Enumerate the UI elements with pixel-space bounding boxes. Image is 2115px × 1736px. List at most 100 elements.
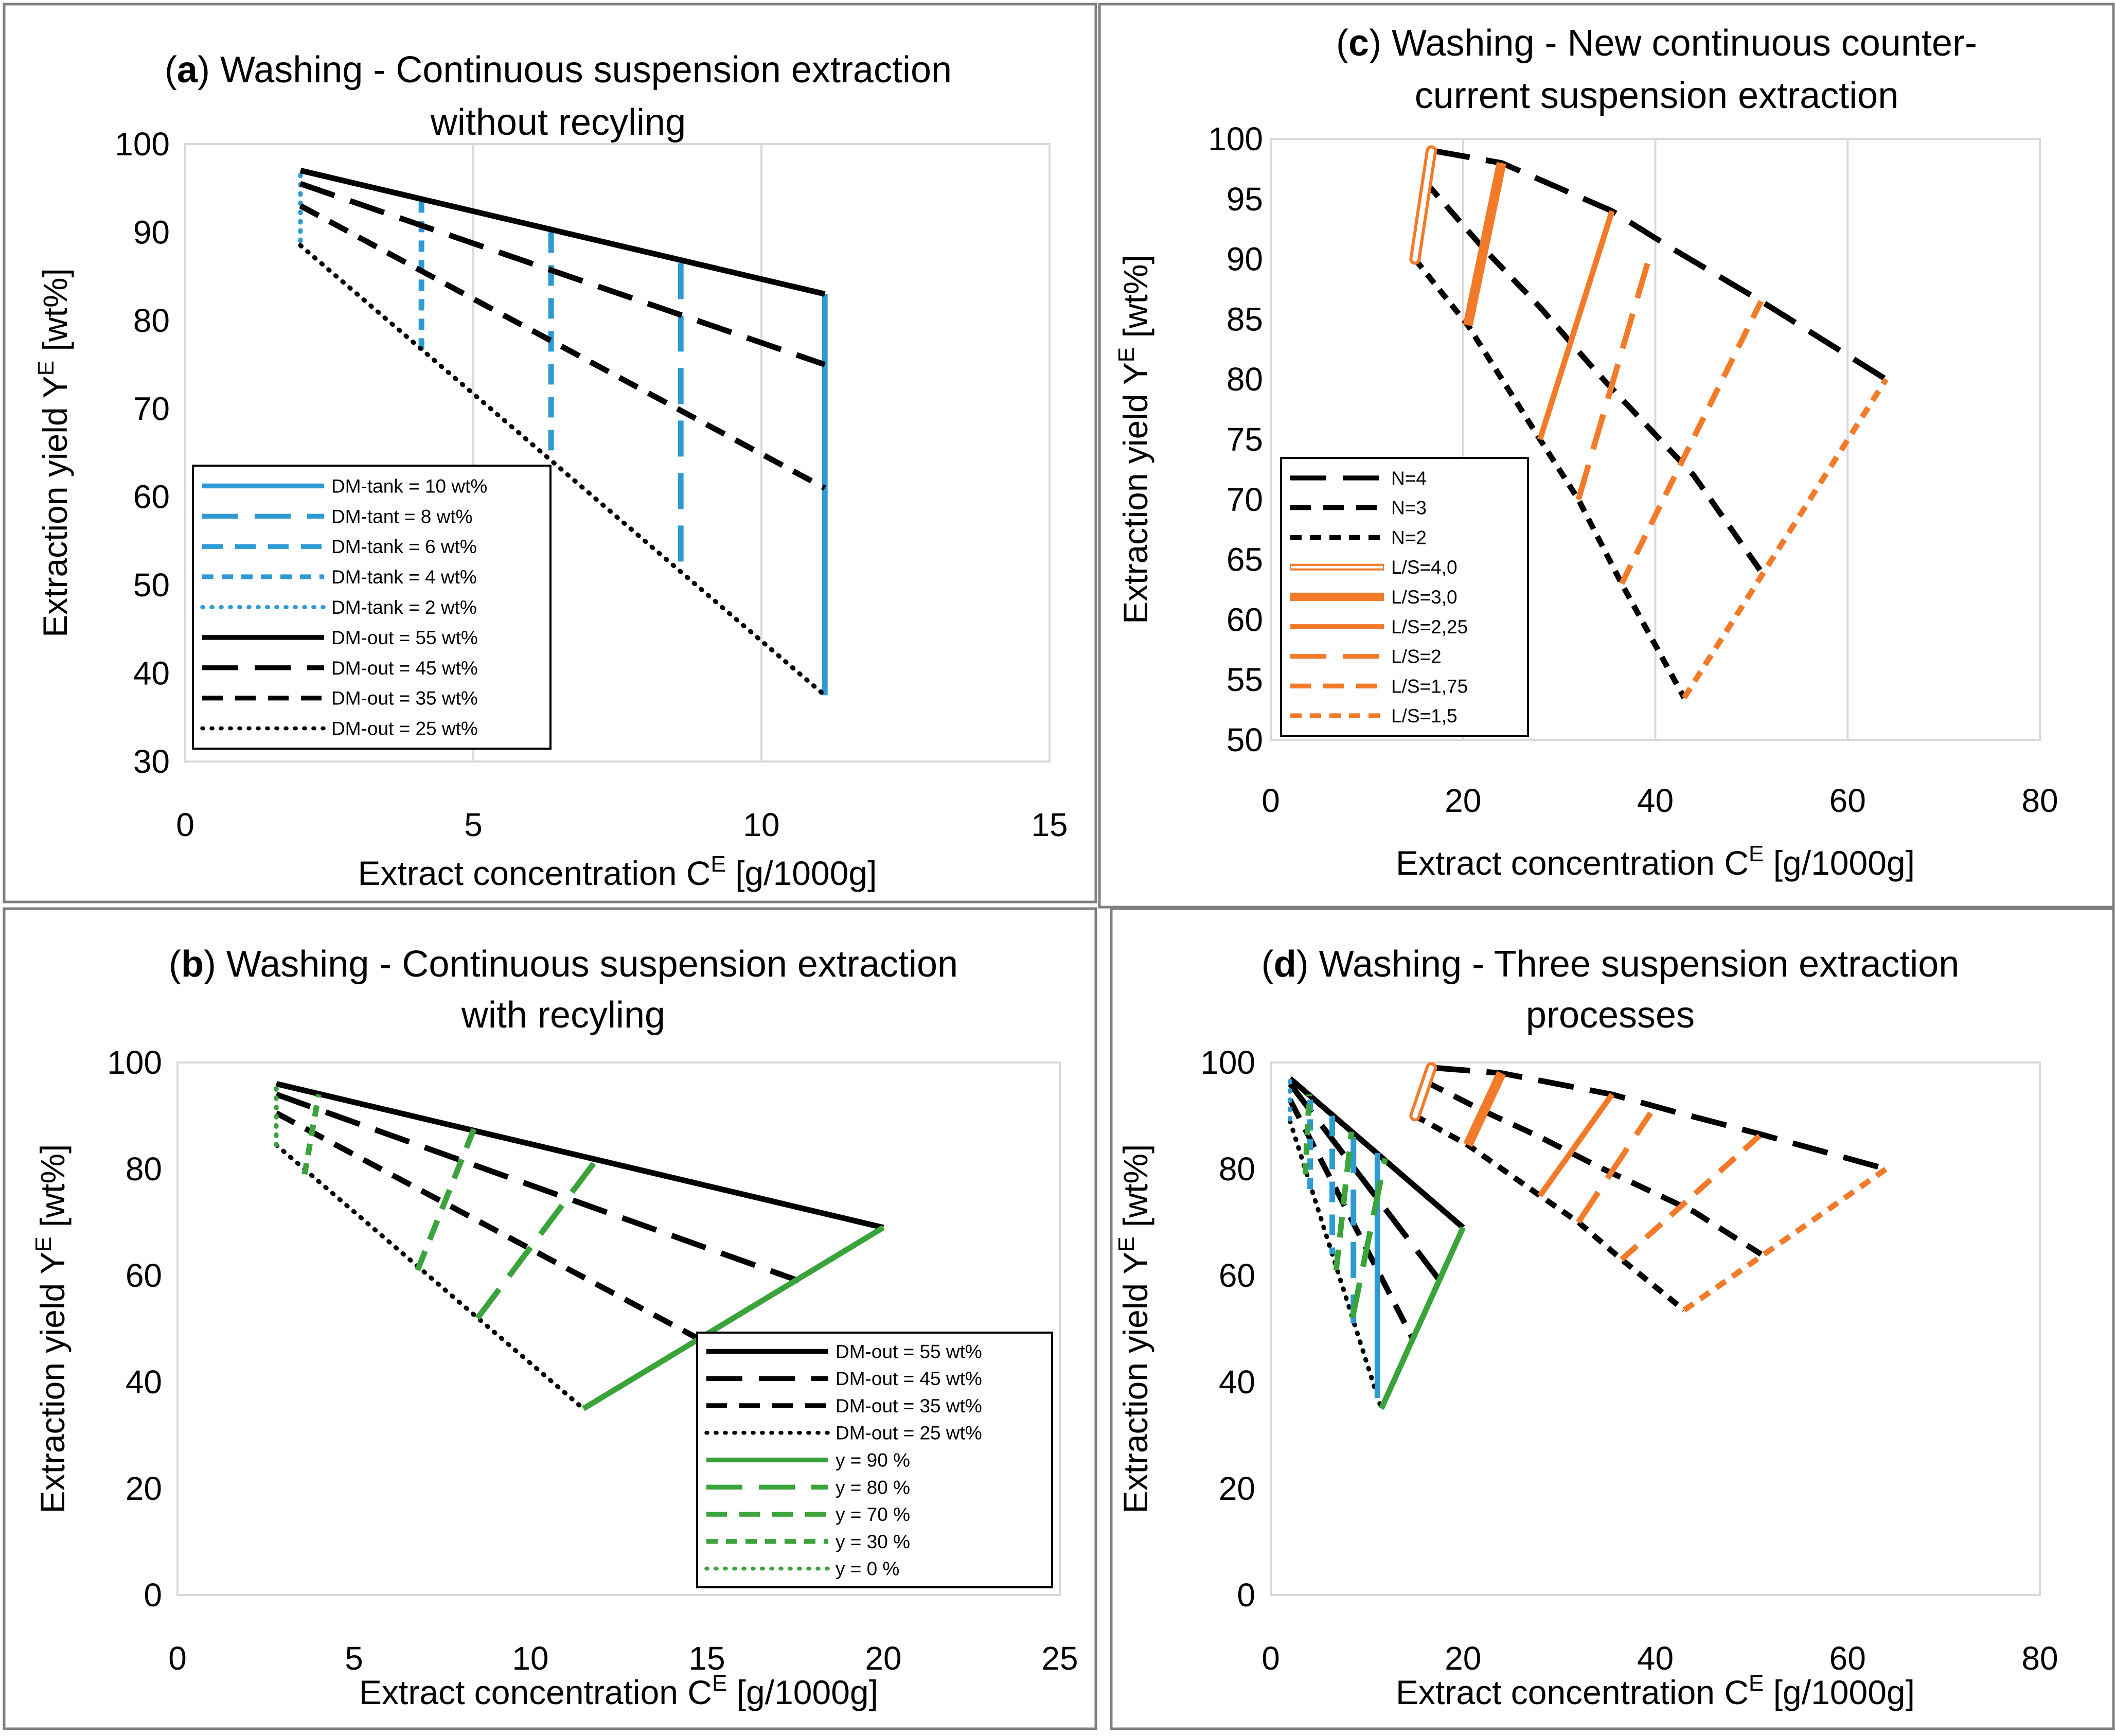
panel-a-ytick-6: 90 <box>133 214 170 251</box>
panel-b-ylabel: Extraction yield YE [wt%] <box>31 1144 72 1514</box>
panel-c-xtick-2: 40 <box>1637 782 1674 819</box>
panel-b-title: (b) Washing - Continuous suspension extr… <box>169 944 958 985</box>
panel-c: (c) Washing - New continuous counter-cur… <box>1098 3 2115 909</box>
panel-d-plot-area <box>1270 1061 2041 1596</box>
panel-c-ytick-0: 50 <box>1227 721 1263 758</box>
panel-c-legend-label-3: L/S=4,0 <box>1391 557 1458 578</box>
panel-b-legend-label-1: DM-out = 45 wt% <box>836 1368 982 1389</box>
panel-a-ytick-3: 60 <box>133 479 170 516</box>
panel-d-series-18 <box>1537 1092 1614 1197</box>
panel-d-xtick-4: 80 <box>2021 1640 2058 1677</box>
panel-d-ytick-0: 0 <box>1237 1576 1255 1614</box>
panel-d-xtick-1: 20 <box>1445 1640 1481 1677</box>
panel-a-title-line2: without recyling <box>430 102 686 143</box>
panel-a-legend-label-3: DM-tank = 4 wt% <box>331 566 477 588</box>
panel-a-xtick-3: 15 <box>1031 806 1068 843</box>
panel-b-xtick-0: 0 <box>168 1640 187 1677</box>
panel-b-series-0 <box>275 1081 884 1231</box>
panel-d-title-line2: processes <box>1526 995 1695 1036</box>
panel-a-xtick-0: 0 <box>176 806 194 843</box>
panel-b-ytick-0: 0 <box>144 1576 162 1614</box>
panel-c-series-3-inner <box>1412 148 1434 262</box>
panel-d-series-1 <box>1288 1082 1443 1283</box>
panel-a-legend-label-4: DM-tank = 2 wt% <box>331 597 477 618</box>
panel-b-xlabel: Extract concentration CE [g/1000g] <box>359 1671 878 1711</box>
panel-c-series-2 <box>1413 257 1687 699</box>
panel-b-series-4 <box>582 1225 885 1411</box>
panel-c-ytick-4: 70 <box>1227 481 1263 518</box>
panel-a-frame <box>3 3 1097 904</box>
panel-b-xtick-2: 10 <box>512 1640 548 1677</box>
panel-c-series-5 <box>1537 210 1615 440</box>
panel-a-xtick-2: 10 <box>743 806 779 843</box>
panel-a-legend-label-8: DM-out = 25 wt% <box>331 718 478 739</box>
panel-c-ytick-8: 90 <box>1227 241 1263 278</box>
panel-b-title-line2: with recyling <box>461 995 665 1036</box>
panel-c-ytick-9: 95 <box>1227 181 1263 218</box>
panel-d-ytick-4: 80 <box>1219 1150 1255 1188</box>
panel-c-ytick-5: 75 <box>1227 421 1263 458</box>
panel-d-series-20 <box>1620 1132 1763 1262</box>
panel-c-xtick-1: 20 <box>1445 782 1481 819</box>
panel-b-legend-label-5: y = 80 % <box>836 1477 910 1498</box>
panel-d-xtick-3: 60 <box>1829 1640 1866 1677</box>
panel-c-ytick-2: 60 <box>1227 601 1263 638</box>
panel-a: (a) Washing - Continuous suspension extr… <box>3 3 1097 904</box>
panel-a-ylabel: Extraction yield YE [wt%] <box>33 268 74 637</box>
panel-a-legend-label-0: DM-tank = 10 wt% <box>331 475 487 497</box>
panel-a-legend-label-1: DM-tant = 8 wt% <box>331 506 473 527</box>
panel-c-legend-label-0: N=4 <box>1391 468 1427 489</box>
panel-c-ytick-6: 80 <box>1227 361 1263 398</box>
panel-a-legend-frame <box>192 465 552 750</box>
panel-b-frame <box>3 907 1097 1730</box>
panel-c-legend: N=4 N=3 N=2 L/S=4,0 L/S=3,0 L/S=2,25 L/S=2 L/S=… <box>1280 457 1529 737</box>
panel-d-ylabel: Extraction yield YE [wt%] <box>1114 1144 1154 1514</box>
panel-d-series-11 <box>1333 1131 1355 1271</box>
panel-b-legend-label-7: y = 30 % <box>836 1531 910 1552</box>
panel-b-series-2 <box>275 1110 701 1342</box>
panel-d-series-9 <box>1378 1226 1466 1410</box>
panel-a-legend: DM-tank = 10 wt% DM-tant = 8 wt% DM-tank =… <box>192 465 552 750</box>
panel-b-ytick-3: 60 <box>126 1257 162 1294</box>
panel-a-legend-label-7: DM-out = 35 wt% <box>331 688 478 709</box>
panel-a-plot-area <box>184 143 1051 763</box>
panel-c-xlabel: Extract concentration CE [g/1000g] <box>1396 841 1915 882</box>
panel-b: (b) Washing - Continuous suspension extr… <box>3 907 1097 1730</box>
panel-b-series-6 <box>415 1128 477 1271</box>
panel-b-ytick-1: 20 <box>126 1470 162 1507</box>
panel-b-series-7 <box>301 1094 322 1175</box>
panel-a-series-8 <box>298 243 827 698</box>
panel-a-series-5 <box>299 168 826 297</box>
panel-b-xtick-1: 5 <box>345 1640 363 1677</box>
panel-d: (d) Washing - Three suspension extractio… <box>1110 907 2115 1730</box>
panel-d-series-17 <box>1463 1071 1506 1147</box>
panel-c-title-line2: current suspension extraction <box>1415 75 1899 116</box>
panel-c-legend-label-6: L/S=2 <box>1391 646 1442 667</box>
panel-d-xtick-0: 0 <box>1261 1640 1280 1677</box>
panel-d-series-19 <box>1576 1111 1653 1224</box>
panel-c-legend-label-8: L/S=1,5 <box>1391 705 1458 727</box>
panel-b-ytick-5: 100 <box>107 1044 162 1081</box>
panel-d-series-10 <box>1349 1158 1388 1319</box>
panel-c-series-4 <box>1463 162 1506 327</box>
panel-a-series-6 <box>299 181 826 367</box>
panel-d-series-21 <box>1682 1166 1888 1313</box>
panel-b-legend: DM-out = 55 wt% DM-out = 45 wt% DM-out = 3… <box>696 1332 1053 1588</box>
panel-a-ytick-1: 40 <box>133 655 170 692</box>
panel-c-legend-label-5: L/S=2,25 <box>1391 616 1468 637</box>
panel-c-ytick-3: 65 <box>1227 541 1263 578</box>
panel-c-series-7 <box>1619 299 1764 585</box>
panel-d-series-12 <box>1302 1094 1312 1175</box>
panel-b-series-5 <box>475 1156 600 1320</box>
panel-c-legend-label-4: L/S=3,0 <box>1391 587 1458 608</box>
panel-c-title: (c) Washing - New continuous counter- <box>1336 23 1977 64</box>
panel-b-legend-label-6: y = 70 % <box>836 1504 910 1525</box>
panel-a-ytick-7: 100 <box>115 126 170 163</box>
panel-b-ytick-2: 40 <box>126 1363 162 1401</box>
panel-d-series-15 <box>1413 1113 1686 1313</box>
panel-b-legend-label-2: DM-out = 35 wt% <box>836 1395 982 1416</box>
panel-d-ytick-3: 60 <box>1219 1257 1255 1294</box>
panel-a-series-7 <box>299 203 826 491</box>
panel-d-frame <box>1110 907 2115 1730</box>
